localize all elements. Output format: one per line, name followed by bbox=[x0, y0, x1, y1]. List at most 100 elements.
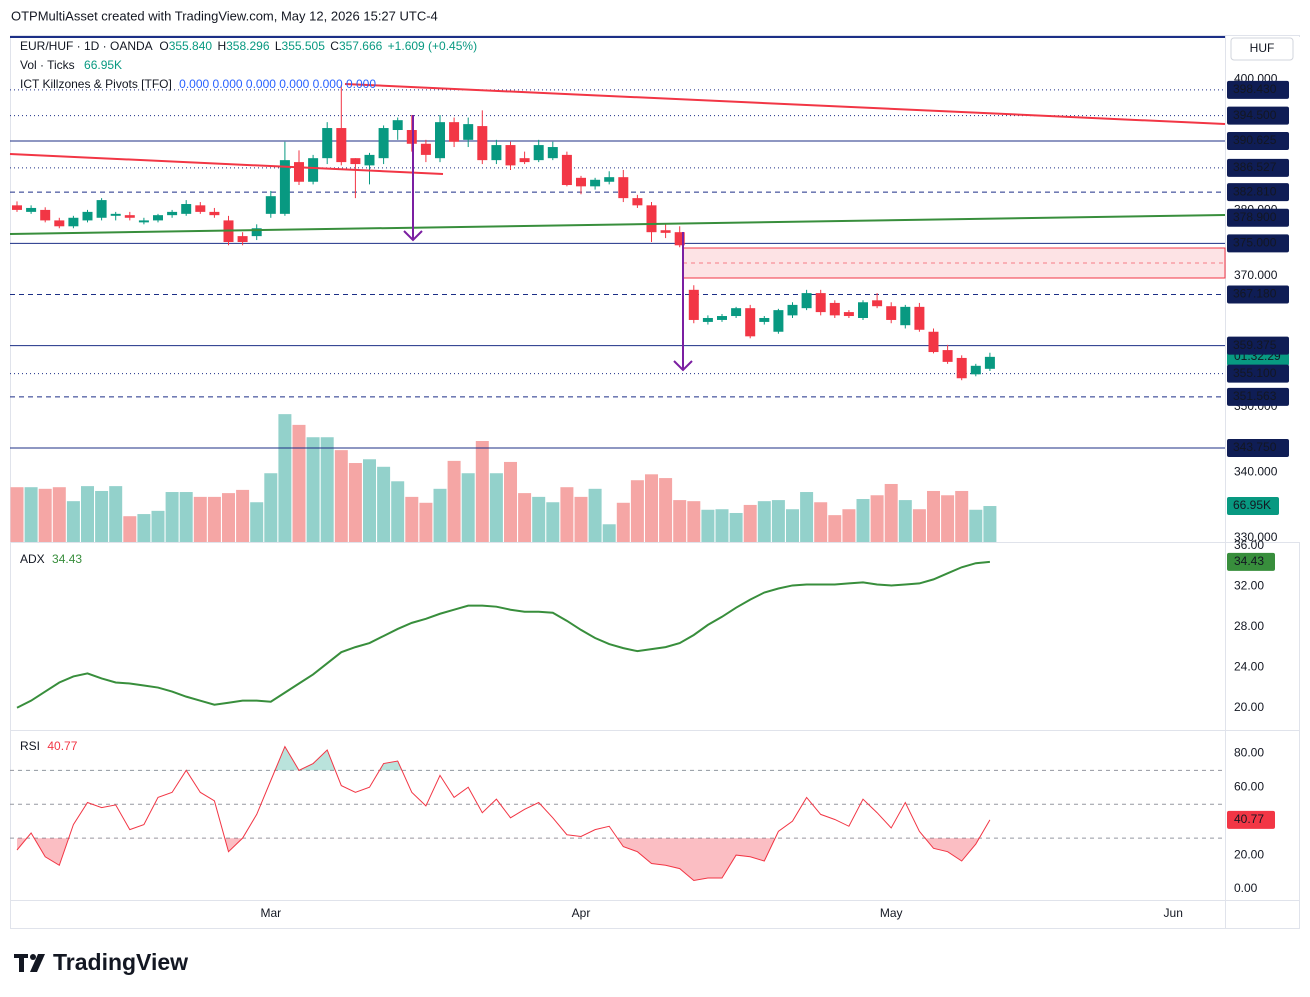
last-value-box bbox=[1227, 552, 1275, 571]
volume-bar bbox=[588, 488, 602, 542]
indicator-line bbox=[16, 745, 991, 882]
volume-label-box bbox=[1227, 497, 1279, 516]
candle-body bbox=[435, 122, 445, 159]
indicators-layer bbox=[10, 560, 1225, 882]
currency-box[interactable] bbox=[1230, 37, 1294, 61]
legend-indicator: ICT Killzones & Pivots [TFO] 0.000 0.000… bbox=[20, 77, 376, 91]
candle-body bbox=[308, 158, 319, 182]
candle-body bbox=[533, 145, 544, 161]
candle-body bbox=[167, 211, 178, 216]
candle-body bbox=[815, 293, 826, 313]
volume-bar bbox=[898, 500, 912, 542]
candle-body bbox=[110, 213, 121, 216]
currency[interactable]: HUF bbox=[1250, 41, 1275, 55]
volume-bar bbox=[659, 478, 673, 542]
candle-body bbox=[96, 200, 107, 218]
y-tick-label: 20.00 bbox=[1234, 847, 1264, 861]
candle-body bbox=[801, 293, 812, 309]
volume-bar bbox=[757, 501, 771, 542]
level-label-box bbox=[1227, 285, 1289, 304]
level-label: 390.625 bbox=[1233, 133, 1277, 147]
trendline bbox=[9, 153, 444, 175]
volume-bar bbox=[504, 461, 517, 542]
symbol: EUR/HUF · 1D · OANDA bbox=[20, 39, 153, 53]
candle-body bbox=[632, 198, 643, 206]
y-tick-label: 28.00 bbox=[1234, 619, 1264, 633]
rsi-value: 40.77 bbox=[47, 739, 77, 753]
legend-value: 355.840 bbox=[169, 39, 213, 53]
level-label-box bbox=[1227, 158, 1289, 177]
candle-body bbox=[984, 356, 995, 369]
y-tick-label: 80.00 bbox=[1234, 746, 1264, 760]
volume-bar bbox=[800, 492, 814, 542]
volume-bar bbox=[489, 473, 503, 542]
volume-bar bbox=[786, 509, 799, 542]
volume-bar bbox=[687, 501, 701, 542]
volume-bar bbox=[532, 496, 546, 542]
legend-value: 355.505 bbox=[282, 39, 326, 53]
last-value: 40.77 bbox=[1234, 812, 1264, 826]
level-label: 398.430 bbox=[1233, 82, 1277, 96]
candle-body bbox=[350, 158, 361, 165]
legend-adx: ADX 34.43 bbox=[20, 552, 82, 566]
y-tick-label: 20.00 bbox=[1234, 700, 1264, 714]
legend-rsi: RSI 40.77 bbox=[20, 739, 78, 753]
legend-volume: Vol · Ticks 66.95K bbox=[20, 58, 122, 72]
level-label-box bbox=[1227, 387, 1289, 406]
level-label-box bbox=[1227, 234, 1289, 253]
volume-bar bbox=[193, 496, 207, 542]
candle-body bbox=[872, 300, 883, 307]
y-tick-label: 24.00 bbox=[1234, 660, 1264, 674]
level-label-box bbox=[1227, 336, 1289, 355]
level-label: 343.750 bbox=[1233, 440, 1277, 454]
legend-key: O bbox=[159, 39, 168, 53]
y-tick-label: 0.00 bbox=[1234, 881, 1258, 895]
y-tick-label: 60.00 bbox=[1234, 779, 1264, 793]
volume-bar bbox=[222, 493, 235, 542]
axis-labels-layer: 01:32:29398.430394.500390.625386.527382.… bbox=[1227, 80, 1289, 829]
x-tick-label: Apr bbox=[572, 906, 591, 920]
candle-body bbox=[12, 205, 22, 210]
candle-body bbox=[702, 317, 713, 322]
candle-body bbox=[124, 215, 135, 218]
candle-body bbox=[561, 154, 572, 186]
volume-bar bbox=[320, 437, 334, 542]
candle-body bbox=[858, 302, 868, 318]
level-label-box bbox=[1227, 208, 1289, 227]
volume-bar bbox=[137, 514, 151, 542]
candle-body bbox=[237, 236, 248, 243]
candle-body bbox=[153, 215, 163, 221]
volume-bar bbox=[673, 500, 687, 542]
candle-body bbox=[68, 217, 79, 227]
candle-body bbox=[604, 177, 615, 182]
candle-body bbox=[265, 196, 276, 214]
volume-bar bbox=[38, 488, 52, 542]
legend-change: +1.609 (+0.45%) bbox=[388, 39, 477, 53]
y-tick-label: 340.000 bbox=[1234, 465, 1278, 479]
candle-body bbox=[294, 162, 304, 182]
volume-bar bbox=[52, 487, 66, 542]
candle-body bbox=[519, 158, 530, 163]
candle-body bbox=[392, 120, 403, 131]
volume-bar bbox=[419, 502, 433, 542]
adx-value: 34.43 bbox=[52, 552, 82, 566]
candle-body bbox=[618, 177, 629, 199]
x-tick-label: Jun bbox=[1164, 906, 1183, 920]
volume-bar bbox=[179, 492, 193, 542]
level-label: 367.180 bbox=[1233, 287, 1277, 301]
volume-bar bbox=[24, 487, 38, 542]
level-label: 375.000 bbox=[1233, 235, 1277, 249]
logo-part bbox=[19, 954, 24, 972]
candle-body bbox=[674, 232, 685, 246]
volume-bar bbox=[405, 496, 419, 542]
volume-bar bbox=[870, 495, 884, 542]
candle-body bbox=[843, 312, 854, 317]
volume-bar bbox=[123, 516, 137, 542]
volume-bar bbox=[729, 512, 743, 542]
legend-value: 357.666 bbox=[339, 39, 383, 53]
candle-body bbox=[717, 316, 727, 320]
volume-bar bbox=[560, 487, 574, 542]
x-tick-label: Mar bbox=[260, 906, 281, 920]
oversold-fill bbox=[17, 838, 980, 881]
indicator-line bbox=[16, 560, 990, 709]
